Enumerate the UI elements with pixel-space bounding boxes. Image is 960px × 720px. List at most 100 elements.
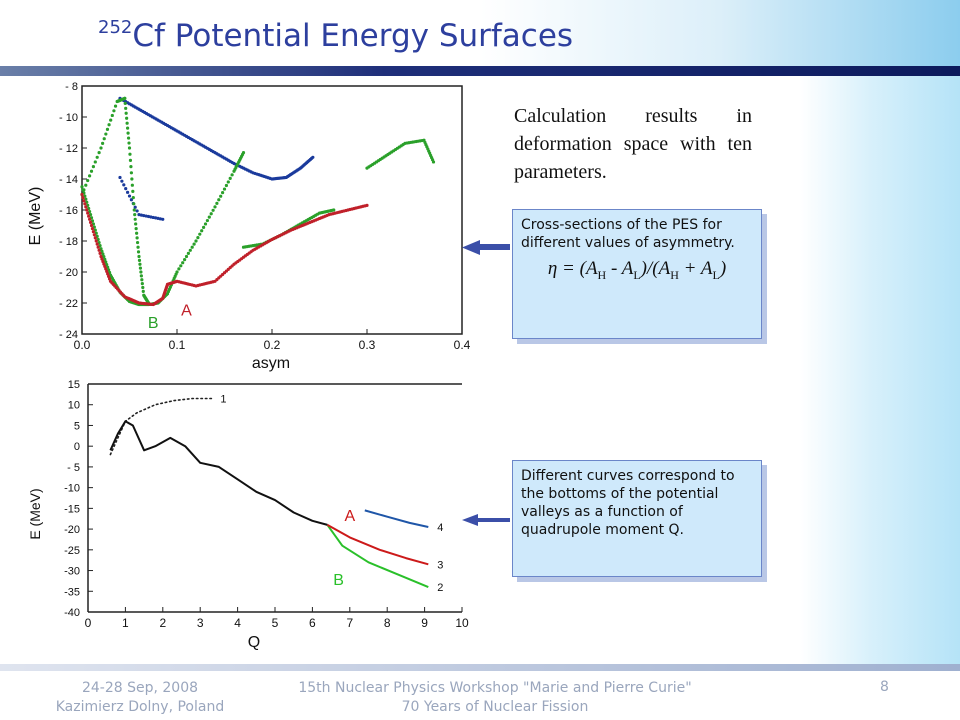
footer-date: 24-28 Sep, 2008 bbox=[81, 680, 199, 696]
formula-a1: A bbox=[585, 258, 598, 279]
chart1-point bbox=[241, 151, 246, 155]
chart2-xtick-label: 6 bbox=[309, 616, 316, 630]
chart2-xtick-label: 0 bbox=[85, 616, 92, 630]
chart1-point bbox=[158, 217, 162, 221]
chart1-point bbox=[365, 203, 369, 207]
chart1-ytick-label: - 24 bbox=[59, 329, 78, 341]
chart1-point bbox=[86, 178, 90, 183]
chart1-point bbox=[137, 213, 141, 217]
chart1-point bbox=[130, 177, 134, 181]
formula-l1: L bbox=[633, 267, 641, 282]
chart1-point bbox=[126, 131, 130, 135]
chart1-point bbox=[184, 254, 189, 259]
chart2-xtick-label: 3 bbox=[197, 616, 204, 630]
chart2-ytick-label: 10 bbox=[68, 400, 80, 412]
chart1-point bbox=[135, 236, 139, 240]
chart1-point bbox=[124, 106, 128, 110]
chart2-ytick-label: -10 bbox=[64, 483, 80, 495]
chart1-point bbox=[84, 205, 88, 209]
chart1-point bbox=[230, 173, 234, 177]
chart1-point bbox=[156, 216, 160, 220]
chart1-point bbox=[130, 183, 134, 187]
chart2-xtick-label: 8 bbox=[384, 616, 391, 630]
chart1-point bbox=[129, 165, 133, 169]
chart1-point bbox=[101, 141, 105, 145]
chart1-point bbox=[141, 285, 145, 290]
chart1-point bbox=[205, 218, 209, 223]
chart1-xlabel: asym bbox=[252, 355, 290, 372]
chart2-ylabel: E (MeV) bbox=[27, 488, 43, 539]
chart1-point bbox=[126, 136, 131, 140]
chart1-point bbox=[94, 239, 98, 243]
chart1-point bbox=[129, 198, 133, 202]
callout-valleys: Different curves correspond to the botto… bbox=[512, 460, 762, 577]
chart1-point bbox=[104, 267, 108, 271]
chart1-point bbox=[311, 155, 315, 159]
chart1-point bbox=[131, 196, 135, 200]
chart2-ytick-label: -30 bbox=[64, 566, 80, 578]
title-text: Cf Potential Energy Surfaces bbox=[132, 18, 574, 54]
chart1-point bbox=[141, 289, 145, 293]
chart1-ytick-label: - 8 bbox=[65, 81, 78, 93]
chart2-series-4 bbox=[326, 524, 429, 566]
chart2-ytick-label: 5 bbox=[74, 420, 80, 432]
chart1-xtick-label: 0.4 bbox=[454, 338, 471, 352]
chart2-series-label: 2 bbox=[437, 582, 443, 594]
chart1-point bbox=[104, 260, 108, 264]
chart1-point bbox=[211, 208, 215, 212]
chart1-annotation-b: B bbox=[148, 315, 159, 332]
chart1-point bbox=[219, 194, 223, 198]
arrow-left-icon bbox=[462, 514, 510, 526]
chart1-point bbox=[125, 121, 129, 125]
chart2-xtick-label: 10 bbox=[455, 616, 469, 630]
chart1-point bbox=[161, 217, 165, 221]
chart1-point bbox=[151, 215, 155, 220]
chart1-point bbox=[179, 264, 183, 268]
chart1-point bbox=[175, 270, 179, 274]
chart1-point bbox=[102, 137, 106, 141]
chart1-point bbox=[138, 266, 143, 270]
formula-h1: H bbox=[597, 267, 607, 282]
chart1-point bbox=[99, 254, 103, 259]
chart1-point bbox=[128, 158, 133, 162]
chart1-ytick-label: - 10 bbox=[59, 112, 78, 124]
chart1-point bbox=[99, 146, 103, 150]
chart1-ytick-label: - 16 bbox=[59, 205, 78, 217]
chart1-point bbox=[139, 270, 143, 274]
chart1-point bbox=[113, 104, 118, 108]
chart1-point bbox=[135, 240, 140, 245]
formula-eta: η bbox=[547, 258, 558, 279]
chart1-point bbox=[125, 116, 129, 120]
chart1-point bbox=[124, 111, 128, 115]
chart1-point bbox=[188, 248, 192, 252]
chart1-point bbox=[88, 217, 92, 221]
chart2-series-1 bbox=[109, 397, 213, 456]
chart1-point bbox=[102, 255, 106, 259]
chart1-point bbox=[95, 242, 99, 246]
arrow-left-icon bbox=[462, 240, 508, 255]
chart1-point bbox=[106, 272, 110, 276]
chart2-ytick-label: - 5 bbox=[67, 462, 80, 474]
chart1-point bbox=[80, 185, 84, 189]
chart1-point bbox=[133, 205, 137, 209]
intro-text: Calculation results in deformation space… bbox=[514, 105, 752, 183]
chart2-xtick-label: 7 bbox=[346, 616, 353, 630]
chart1-ytick-label: - 20 bbox=[59, 267, 78, 279]
chart1-point bbox=[221, 191, 225, 195]
chart1-point bbox=[192, 242, 196, 246]
chart1-point bbox=[138, 262, 142, 266]
chart1-point bbox=[85, 208, 89, 212]
chart1-point bbox=[196, 235, 200, 240]
chart1-point bbox=[183, 258, 187, 262]
chart1-point bbox=[100, 257, 104, 261]
title-superscript: 252 bbox=[98, 16, 133, 38]
chart1-point bbox=[203, 222, 208, 226]
chart1-point bbox=[129, 171, 133, 175]
chart1-point bbox=[101, 252, 105, 256]
chart1-point bbox=[93, 236, 97, 240]
chart1-point bbox=[222, 187, 227, 191]
chart1-point bbox=[132, 202, 136, 206]
chart2-ytick-label: -20 bbox=[64, 524, 80, 536]
chart1-point bbox=[181, 261, 185, 265]
chart1-point bbox=[154, 216, 158, 220]
